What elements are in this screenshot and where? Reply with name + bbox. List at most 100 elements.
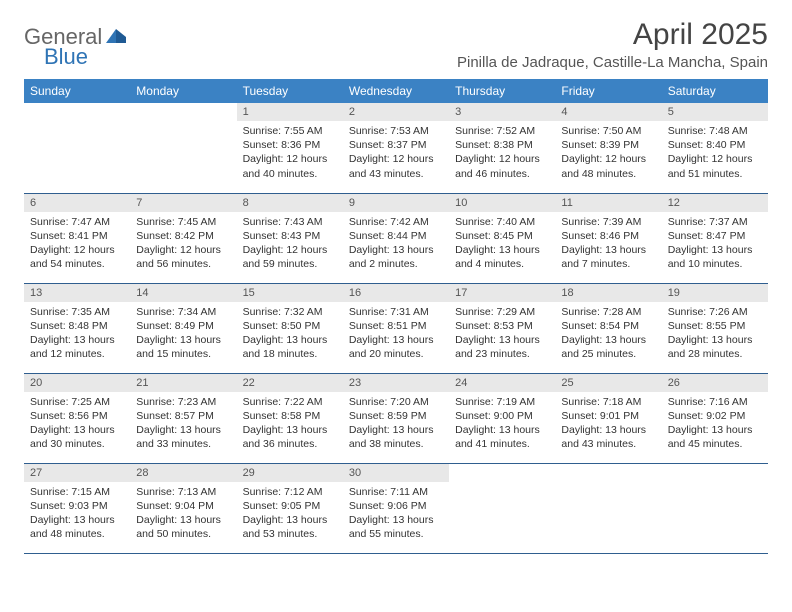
- day-number: 19: [662, 284, 768, 302]
- daylight-line: Daylight: 12 hours and 46 minutes.: [455, 152, 549, 180]
- calendar-cell: 17Sunrise: 7:29 AMSunset: 8:53 PMDayligh…: [449, 283, 555, 373]
- sunrise-line: Sunrise: 7:13 AM: [136, 485, 230, 499]
- daylight-line: Daylight: 12 hours and 56 minutes.: [136, 243, 230, 271]
- sunrise-line: Sunrise: 7:15 AM: [30, 485, 124, 499]
- day-number: 21: [130, 374, 236, 392]
- sunset-line: Sunset: 8:42 PM: [136, 229, 230, 243]
- day-details: Sunrise: 7:19 AMSunset: 9:00 PMDaylight:…: [449, 392, 555, 458]
- daylight-line: Daylight: 13 hours and 2 minutes.: [349, 243, 443, 271]
- day-number: 28: [130, 464, 236, 482]
- calendar-week-row: 6Sunrise: 7:47 AMSunset: 8:41 PMDaylight…: [24, 193, 768, 283]
- sunrise-line: Sunrise: 7:19 AM: [455, 395, 549, 409]
- calendar-cell: [130, 103, 236, 193]
- day-number: 22: [237, 374, 343, 392]
- calendar-cell: 15Sunrise: 7:32 AMSunset: 8:50 PMDayligh…: [237, 283, 343, 373]
- sunset-line: Sunset: 8:56 PM: [30, 409, 124, 423]
- sunrise-line: Sunrise: 7:32 AM: [243, 305, 337, 319]
- day-number: 11: [555, 194, 661, 212]
- day-details: Sunrise: 7:12 AMSunset: 9:05 PMDaylight:…: [237, 482, 343, 548]
- calendar-cell: 23Sunrise: 7:20 AMSunset: 8:59 PMDayligh…: [343, 373, 449, 463]
- daylight-line: Daylight: 13 hours and 53 minutes.: [243, 513, 337, 541]
- daylight-line: Daylight: 13 hours and 25 minutes.: [561, 333, 655, 361]
- day-number: 29: [237, 464, 343, 482]
- day-details: Sunrise: 7:20 AMSunset: 8:59 PMDaylight:…: [343, 392, 449, 458]
- logo: General Blue: [24, 18, 128, 50]
- sunrise-line: Sunrise: 7:55 AM: [243, 124, 337, 138]
- calendar-cell: 11Sunrise: 7:39 AMSunset: 8:46 PMDayligh…: [555, 193, 661, 283]
- daylight-line: Daylight: 12 hours and 51 minutes.: [668, 152, 762, 180]
- sunrise-line: Sunrise: 7:26 AM: [668, 305, 762, 319]
- calendar-cell: 5Sunrise: 7:48 AMSunset: 8:40 PMDaylight…: [662, 103, 768, 193]
- calendar-cell: 24Sunrise: 7:19 AMSunset: 9:00 PMDayligh…: [449, 373, 555, 463]
- day-details: Sunrise: 7:16 AMSunset: 9:02 PMDaylight:…: [662, 392, 768, 458]
- sunrise-line: Sunrise: 7:29 AM: [455, 305, 549, 319]
- calendar-cell: 26Sunrise: 7:16 AMSunset: 9:02 PMDayligh…: [662, 373, 768, 463]
- day-number: 9: [343, 194, 449, 212]
- sunrise-line: Sunrise: 7:40 AM: [455, 215, 549, 229]
- day-details: Sunrise: 7:32 AMSunset: 8:50 PMDaylight:…: [237, 302, 343, 368]
- sunset-line: Sunset: 8:53 PM: [455, 319, 549, 333]
- calendar-cell: 3Sunrise: 7:52 AMSunset: 8:38 PMDaylight…: [449, 103, 555, 193]
- day-number: 8: [237, 194, 343, 212]
- sunset-line: Sunset: 8:58 PM: [243, 409, 337, 423]
- weekday-header: Monday: [130, 79, 236, 103]
- sunrise-line: Sunrise: 7:28 AM: [561, 305, 655, 319]
- sunset-line: Sunset: 9:01 PM: [561, 409, 655, 423]
- day-number: [662, 464, 768, 470]
- sunrise-line: Sunrise: 7:11 AM: [349, 485, 443, 499]
- day-details: Sunrise: 7:39 AMSunset: 8:46 PMDaylight:…: [555, 212, 661, 278]
- day-number: 25: [555, 374, 661, 392]
- header: General Blue April 2025 Pinilla de Jadra…: [24, 18, 768, 71]
- day-details: Sunrise: 7:22 AMSunset: 8:58 PMDaylight:…: [237, 392, 343, 458]
- calendar-cell: 29Sunrise: 7:12 AMSunset: 9:05 PMDayligh…: [237, 463, 343, 553]
- day-number: 16: [343, 284, 449, 302]
- calendar-cell: 18Sunrise: 7:28 AMSunset: 8:54 PMDayligh…: [555, 283, 661, 373]
- calendar-cell: 27Sunrise: 7:15 AMSunset: 9:03 PMDayligh…: [24, 463, 130, 553]
- sunset-line: Sunset: 8:39 PM: [561, 138, 655, 152]
- day-details: Sunrise: 7:29 AMSunset: 8:53 PMDaylight:…: [449, 302, 555, 368]
- calendar-cell: 8Sunrise: 7:43 AMSunset: 8:43 PMDaylight…: [237, 193, 343, 283]
- calendar-cell: [449, 463, 555, 553]
- sunrise-line: Sunrise: 7:47 AM: [30, 215, 124, 229]
- sunrise-line: Sunrise: 7:45 AM: [136, 215, 230, 229]
- sunset-line: Sunset: 8:41 PM: [30, 229, 124, 243]
- sunrise-line: Sunrise: 7:52 AM: [455, 124, 549, 138]
- calendar-week-row: 20Sunrise: 7:25 AMSunset: 8:56 PMDayligh…: [24, 373, 768, 463]
- sunset-line: Sunset: 8:59 PM: [349, 409, 443, 423]
- sunset-line: Sunset: 8:47 PM: [668, 229, 762, 243]
- daylight-line: Daylight: 13 hours and 41 minutes.: [455, 423, 549, 451]
- sunset-line: Sunset: 8:36 PM: [243, 138, 337, 152]
- calendar-cell: 10Sunrise: 7:40 AMSunset: 8:45 PMDayligh…: [449, 193, 555, 283]
- day-details: Sunrise: 7:25 AMSunset: 8:56 PMDaylight:…: [24, 392, 130, 458]
- calendar-cell: 21Sunrise: 7:23 AMSunset: 8:57 PMDayligh…: [130, 373, 236, 463]
- daylight-line: Daylight: 13 hours and 33 minutes.: [136, 423, 230, 451]
- day-number: 12: [662, 194, 768, 212]
- daylight-line: Daylight: 12 hours and 54 minutes.: [30, 243, 124, 271]
- day-number: [24, 103, 130, 109]
- sunrise-line: Sunrise: 7:22 AM: [243, 395, 337, 409]
- day-number: 23: [343, 374, 449, 392]
- day-details: Sunrise: 7:13 AMSunset: 9:04 PMDaylight:…: [130, 482, 236, 548]
- sunset-line: Sunset: 8:50 PM: [243, 319, 337, 333]
- calendar-cell: 30Sunrise: 7:11 AMSunset: 9:06 PMDayligh…: [343, 463, 449, 553]
- sunrise-line: Sunrise: 7:53 AM: [349, 124, 443, 138]
- daylight-line: Daylight: 13 hours and 30 minutes.: [30, 423, 124, 451]
- calendar-cell: 14Sunrise: 7:34 AMSunset: 8:49 PMDayligh…: [130, 283, 236, 373]
- day-details: Sunrise: 7:23 AMSunset: 8:57 PMDaylight:…: [130, 392, 236, 458]
- day-number: 18: [555, 284, 661, 302]
- day-details: Sunrise: 7:47 AMSunset: 8:41 PMDaylight:…: [24, 212, 130, 278]
- weekday-header: Thursday: [449, 79, 555, 103]
- daylight-line: Daylight: 12 hours and 40 minutes.: [243, 152, 337, 180]
- day-details: Sunrise: 7:11 AMSunset: 9:06 PMDaylight:…: [343, 482, 449, 548]
- day-number: 7: [130, 194, 236, 212]
- day-details: Sunrise: 7:52 AMSunset: 8:38 PMDaylight:…: [449, 121, 555, 187]
- sunset-line: Sunset: 8:51 PM: [349, 319, 443, 333]
- day-details: Sunrise: 7:26 AMSunset: 8:55 PMDaylight:…: [662, 302, 768, 368]
- sunset-line: Sunset: 8:37 PM: [349, 138, 443, 152]
- calendar-week-row: 27Sunrise: 7:15 AMSunset: 9:03 PMDayligh…: [24, 463, 768, 553]
- day-details: Sunrise: 7:34 AMSunset: 8:49 PMDaylight:…: [130, 302, 236, 368]
- daylight-line: Daylight: 13 hours and 15 minutes.: [136, 333, 230, 361]
- sunset-line: Sunset: 9:06 PM: [349, 499, 443, 513]
- sunset-line: Sunset: 8:49 PM: [136, 319, 230, 333]
- day-number: [130, 103, 236, 109]
